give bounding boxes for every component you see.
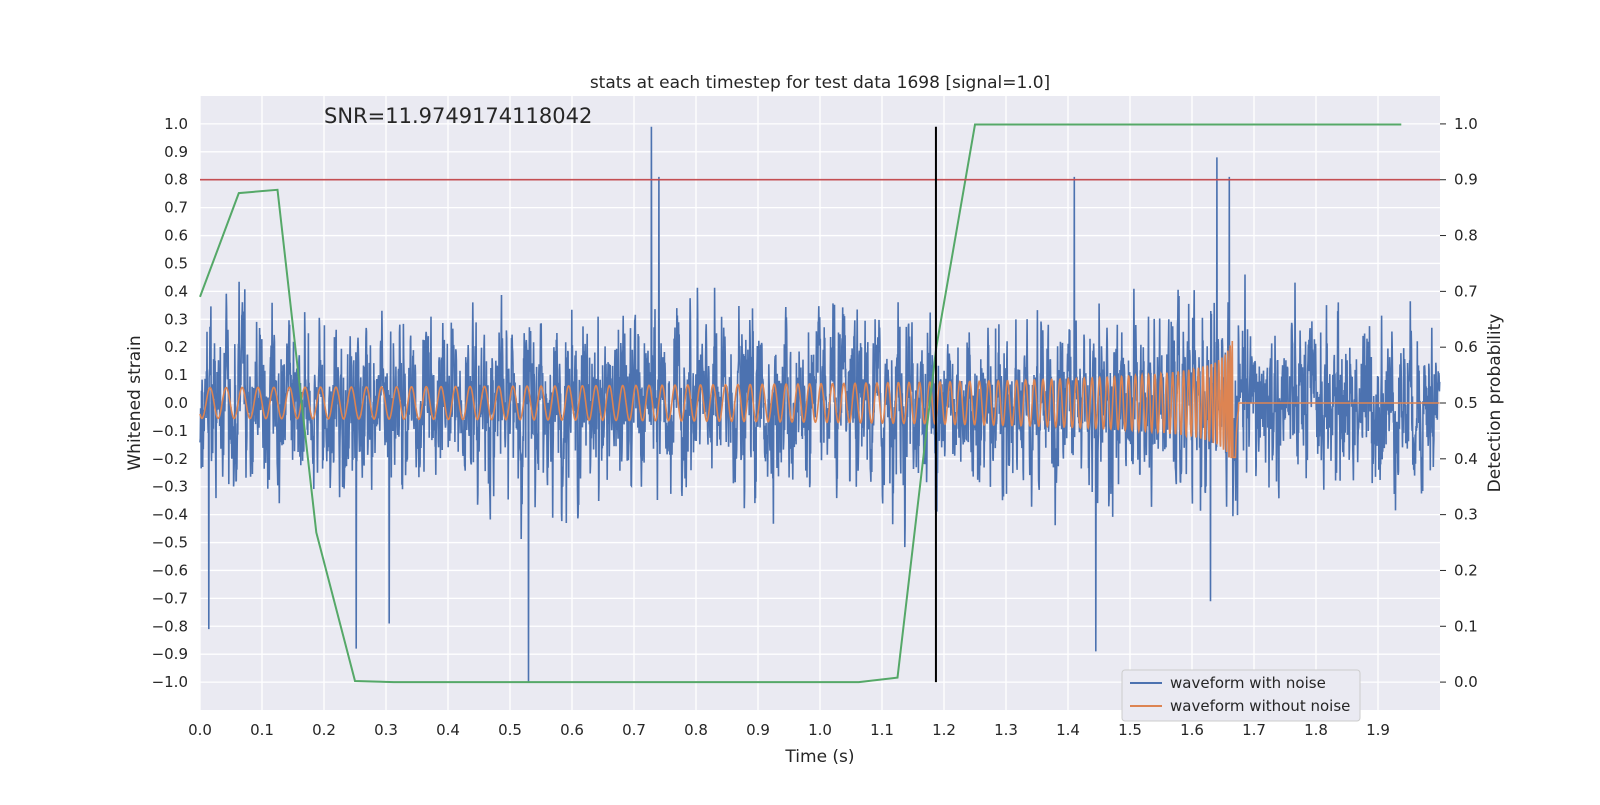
- legend: waveform with noise waveform without noi…: [1121, 669, 1361, 722]
- reference-lines: [200, 126, 1440, 683]
- x-tick-label: 0.8: [684, 721, 708, 739]
- y-tick-label: −0.8: [152, 617, 188, 635]
- y-tick-label: 0.4: [164, 282, 188, 300]
- x-tick-label: 1.9: [1366, 721, 1390, 739]
- series-detection-probability: [199, 123, 1402, 684]
- y2-tick-label: 0.2: [1454, 561, 1478, 579]
- x-tick-label: 0.3: [374, 721, 398, 739]
- y-tick-label: −0.2: [152, 450, 188, 468]
- y2-tick-label: 0.8: [1454, 227, 1478, 245]
- x-tick-label: 1.4: [1056, 721, 1080, 739]
- y-tick-label: −0.5: [152, 534, 188, 552]
- x-tick-label: 1.1: [870, 721, 894, 739]
- x-axis-label: Time (s): [784, 747, 854, 767]
- x-tick-label: 1.6: [1180, 721, 1204, 739]
- x-tick-label: 0.0: [188, 721, 212, 739]
- series-layer: [199, 123, 1441, 684]
- x-tick-label: 0.6: [560, 721, 584, 739]
- y2-tick-label: 0.4: [1454, 450, 1478, 468]
- x-tick-label: 0.4: [436, 721, 460, 739]
- y-tick-label: −1.0: [152, 673, 188, 691]
- y-tick-label: −0.1: [152, 422, 188, 440]
- y-tick-label: 0.2: [164, 338, 188, 356]
- y2-tick-label: 0.0: [1454, 673, 1478, 691]
- series-waveform-without-noise: [199, 340, 1440, 459]
- y-tick-label: 0.5: [164, 254, 188, 272]
- x-tick-label: 1.8: [1304, 721, 1328, 739]
- x-tick-label: 0.1: [250, 721, 274, 739]
- x-tick-label: 0.5: [498, 721, 522, 739]
- y-tick-label: −0.7: [152, 589, 188, 607]
- legend-label-clean: waveform without noise: [1170, 697, 1350, 715]
- x-tick-label: 1.7: [1242, 721, 1266, 739]
- y2-tick-label: 1.0: [1454, 115, 1478, 133]
- y-tick-label: −0.6: [152, 561, 188, 579]
- y-tick-label: 0.1: [164, 366, 188, 384]
- y2-axis-label: Detection probability: [1485, 314, 1505, 493]
- chart-title: stats at each timestep for test data 169…: [590, 73, 1050, 93]
- snr-annotation: SNR=11.9749174118042: [324, 104, 592, 128]
- y-tick-label: −0.3: [152, 478, 188, 496]
- x-tick-label: 0.2: [312, 721, 336, 739]
- y-tick-label: −0.9: [152, 645, 188, 663]
- y2-tick-label: 0.5: [1454, 394, 1478, 412]
- x-tick-label: 1.3: [994, 721, 1018, 739]
- x-tick-label: 0.9: [746, 721, 770, 739]
- legend-label-noisy: waveform with noise: [1170, 674, 1326, 692]
- x-tick-label: 1.0: [808, 721, 832, 739]
- y-axis-label: Whitened strain: [125, 335, 145, 470]
- y-tick-label: 0.0: [164, 394, 188, 412]
- y-tick-label: 1.0: [164, 115, 188, 133]
- x-tick-label: 1.5: [1118, 721, 1142, 739]
- legend-box: [1121, 669, 1361, 722]
- x-tick-label: 1.2: [932, 721, 956, 739]
- y-tick-label: 0.8: [164, 171, 188, 189]
- tick-labels: 0.0 0.1 0.2 0.3 0.4 0.5 0.6 0.7 0.8 0.9 1.0 1.1 1.2 1…: [152, 115, 1478, 739]
- y-tick-label: 0.3: [164, 310, 188, 328]
- y-tick-label: −0.4: [152, 506, 188, 524]
- y-tick-label: 0.7: [164, 199, 188, 217]
- y-tick-label: 0.6: [164, 227, 188, 245]
- y2-tick-label: 0.1: [1454, 617, 1478, 635]
- y2-tick-label: 0.9: [1454, 171, 1478, 189]
- y2-tick-label: 0.7: [1454, 282, 1478, 300]
- series-waveform-with-noise: [199, 126, 1441, 683]
- y2-tick-label: 0.6: [1454, 338, 1478, 356]
- y2-tick-label: 0.3: [1454, 506, 1478, 524]
- y-tick-label: 0.9: [164, 143, 188, 161]
- x-tick-label: 0.7: [622, 721, 646, 739]
